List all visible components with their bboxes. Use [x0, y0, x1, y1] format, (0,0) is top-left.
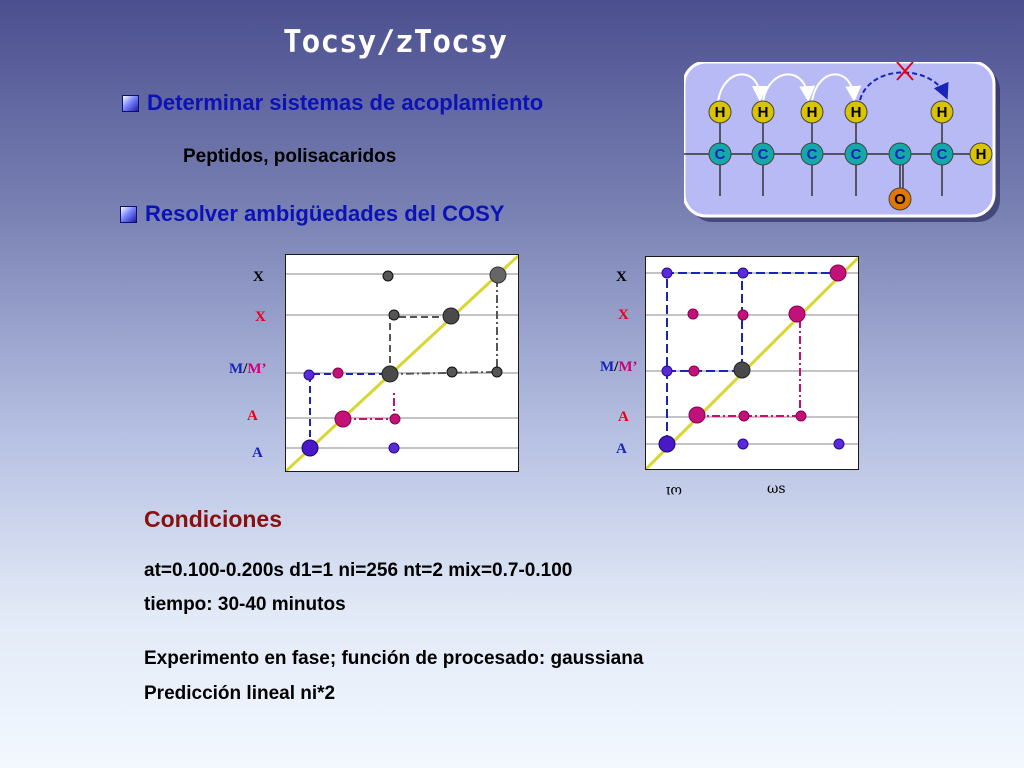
conditions-heading: Condiciones: [144, 506, 283, 532]
molecule-diagram: H H H H H H C C C C C C O: [684, 62, 1000, 222]
omega-i-label: ωı: [666, 483, 682, 499]
bullet-2: Resolver ambigüedades del COSY: [120, 201, 504, 227]
bullet-1: Determinar sistemas de acoplamiento: [122, 90, 543, 116]
tocsy-arrows: [717, 73, 862, 102]
left-label-a1: A: [247, 408, 258, 424]
right-label-x2: X: [618, 307, 629, 323]
slide-title: Tocsy/zTocsy: [283, 24, 507, 60]
left-label-x2: X: [255, 309, 266, 325]
atom-label-h: H: [937, 104, 948, 121]
right-label-a1: A: [618, 409, 629, 425]
hydrogen-atoms: [708, 100, 993, 166]
blocked-coupling-arrow: [859, 71, 949, 101]
conditions-line-1: at=0.100-0.200s d1=1 ni=256 nt=2 mix=0.7…: [144, 560, 573, 581]
diagonal-line: [286, 255, 518, 471]
panel-background: [684, 62, 996, 218]
square-bullet-icon: [120, 205, 137, 223]
omega-s-label: ωs: [767, 481, 786, 497]
atom-label-h: H: [715, 104, 726, 121]
diagonal-line: [646, 257, 858, 469]
atom-label-c: C: [715, 146, 726, 163]
conditions-line-3: Experimento en fase; función de procesad…: [144, 648, 644, 669]
right-label-a2: A: [616, 441, 627, 457]
right-label-m: M/M’: [600, 359, 638, 376]
left-cosy-plot: [285, 254, 519, 472]
atom-label-h: H: [807, 104, 818, 121]
atom-label-h-end: H: [976, 146, 987, 163]
atom-label-c: C: [807, 146, 818, 163]
atom-label-c: C: [895, 146, 906, 163]
left-label-x1: X: [253, 269, 264, 285]
left-label-m: M/M’: [229, 361, 267, 378]
blue-connection-inner: [667, 273, 743, 372]
atom-label-h: H: [758, 104, 769, 121]
magenta-connection: [343, 393, 395, 420]
left-label-slash: /: [243, 361, 248, 377]
right-tocsy-plot: [645, 256, 859, 470]
gridlines: [286, 273, 518, 449]
atom-label-o: O: [894, 191, 906, 208]
right-label-m-blue: M: [600, 359, 615, 375]
atom-label-h: H: [851, 104, 862, 121]
atom-label-c: C: [851, 146, 862, 163]
blue-connection: [309, 373, 390, 448]
gridlines: [646, 272, 858, 445]
bullet-2-text: Resolver ambigüedades del COSY: [145, 201, 505, 226]
right-label-m-mag: M’: [618, 359, 638, 375]
carbon-atoms: [708, 142, 954, 166]
left-label-a2: A: [252, 445, 263, 461]
square-bullet-icon: [122, 94, 139, 112]
conditions-line-4: Predicción lineal ni*2: [144, 683, 336, 704]
right-label-slash: /: [614, 359, 619, 375]
bullet-1-text: Determinar sistemas de acoplamiento: [147, 90, 544, 115]
cross-peaks: [301, 266, 507, 457]
sub-bullet-text: Peptidos, polisacaridos: [183, 146, 397, 167]
cross-peaks: [658, 264, 847, 453]
cross-icon: [896, 62, 914, 81]
oxygen-atom: [888, 187, 912, 211]
left-label-m-mag: M’: [247, 361, 267, 377]
conditions-line-2: tiempo: 30-40 minutos: [144, 594, 346, 615]
atom-label-c: C: [937, 146, 948, 163]
left-label-m-blue: M: [229, 361, 244, 377]
right-label-x1: X: [616, 269, 627, 285]
atom-label-c: C: [758, 146, 769, 163]
